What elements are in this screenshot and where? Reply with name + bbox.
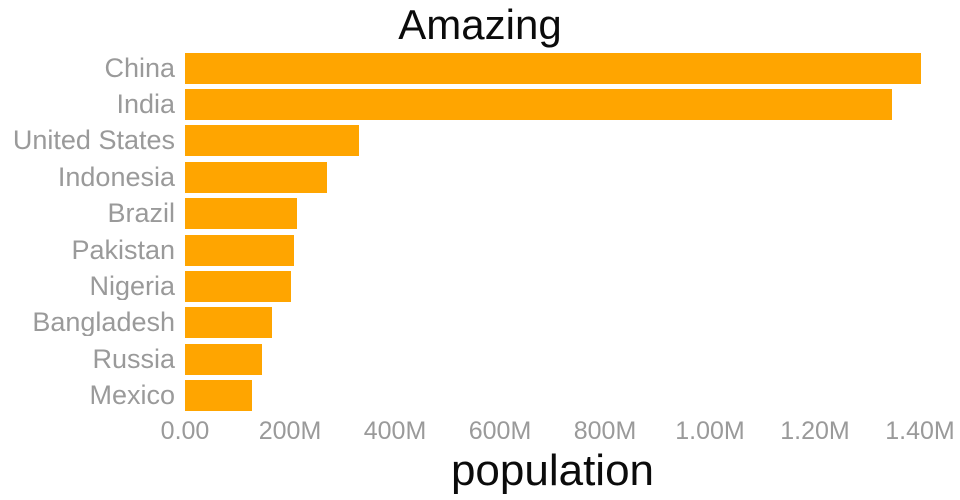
bar-track xyxy=(185,271,920,303)
chart-row: Indonesia xyxy=(0,159,960,195)
x-axis: 0.00 200M 400M 600M 800M 1.00M 1.20M 1.40M xyxy=(0,414,960,447)
bar xyxy=(185,307,273,339)
x-tick-label: 600M xyxy=(468,416,532,445)
chart-row: Russia xyxy=(0,341,960,377)
y-axis-label: Bangladesh xyxy=(32,309,175,337)
chart-row: India xyxy=(0,86,960,122)
y-axis-label: Pakistan xyxy=(71,236,175,264)
x-axis-title: population xyxy=(450,445,655,495)
chart-row: Mexico xyxy=(0,378,960,414)
y-axis-label: Russia xyxy=(92,345,175,373)
y-axis-label: Brazil xyxy=(107,200,175,228)
y-axis-label: Nigeria xyxy=(89,273,175,301)
bar-track xyxy=(185,161,920,193)
x-axis-spacer xyxy=(0,414,185,447)
x-axis-ticks: 0.00 200M 400M 600M 800M 1.00M 1.20M 1.40M xyxy=(161,414,955,447)
bar-track xyxy=(185,380,920,412)
x-tick-label: 1.20M xyxy=(780,416,850,445)
chart-row: China xyxy=(0,50,960,86)
plot-area: China India United States Indonesia Brazil Pa… xyxy=(0,50,960,414)
bar xyxy=(185,161,328,193)
x-tick-label: 800M xyxy=(573,416,637,445)
bar xyxy=(185,271,291,303)
bar-track xyxy=(185,343,920,375)
x-tick-label: 1.40M xyxy=(885,416,955,445)
bar-track xyxy=(185,89,920,121)
bar xyxy=(185,125,359,157)
x-tick-label: 1.00M xyxy=(675,416,745,445)
bar-track xyxy=(185,52,922,84)
y-axis-label: Mexico xyxy=(89,382,175,410)
bar xyxy=(185,52,922,84)
x-axis-title-spacer xyxy=(0,447,185,500)
chart-row: Bangladesh xyxy=(0,305,960,341)
bar xyxy=(185,89,893,121)
x-tick-label: 0.00 xyxy=(160,416,210,445)
chart-row: United States xyxy=(0,123,960,159)
bar-track xyxy=(185,125,920,157)
y-axis-label: Indonesia xyxy=(57,163,175,191)
chart-row: Pakistan xyxy=(0,232,960,268)
chart-row: Nigeria xyxy=(0,268,960,304)
bar xyxy=(185,343,262,375)
chart-title: Amazing xyxy=(398,1,562,48)
x-axis-title-row: population xyxy=(0,445,960,500)
bar-track xyxy=(185,307,920,339)
y-axis-label: India xyxy=(116,91,175,119)
y-axis-label: United States xyxy=(12,127,175,155)
bar xyxy=(185,198,297,230)
bar xyxy=(185,380,253,412)
bar-track xyxy=(185,198,920,230)
chart-row: Brazil xyxy=(0,196,960,232)
bar xyxy=(185,234,295,266)
x-tick-label: 200M xyxy=(258,416,322,445)
x-tick-label: 400M xyxy=(363,416,427,445)
bar-track xyxy=(185,234,920,266)
y-axis-label: China xyxy=(104,54,175,82)
